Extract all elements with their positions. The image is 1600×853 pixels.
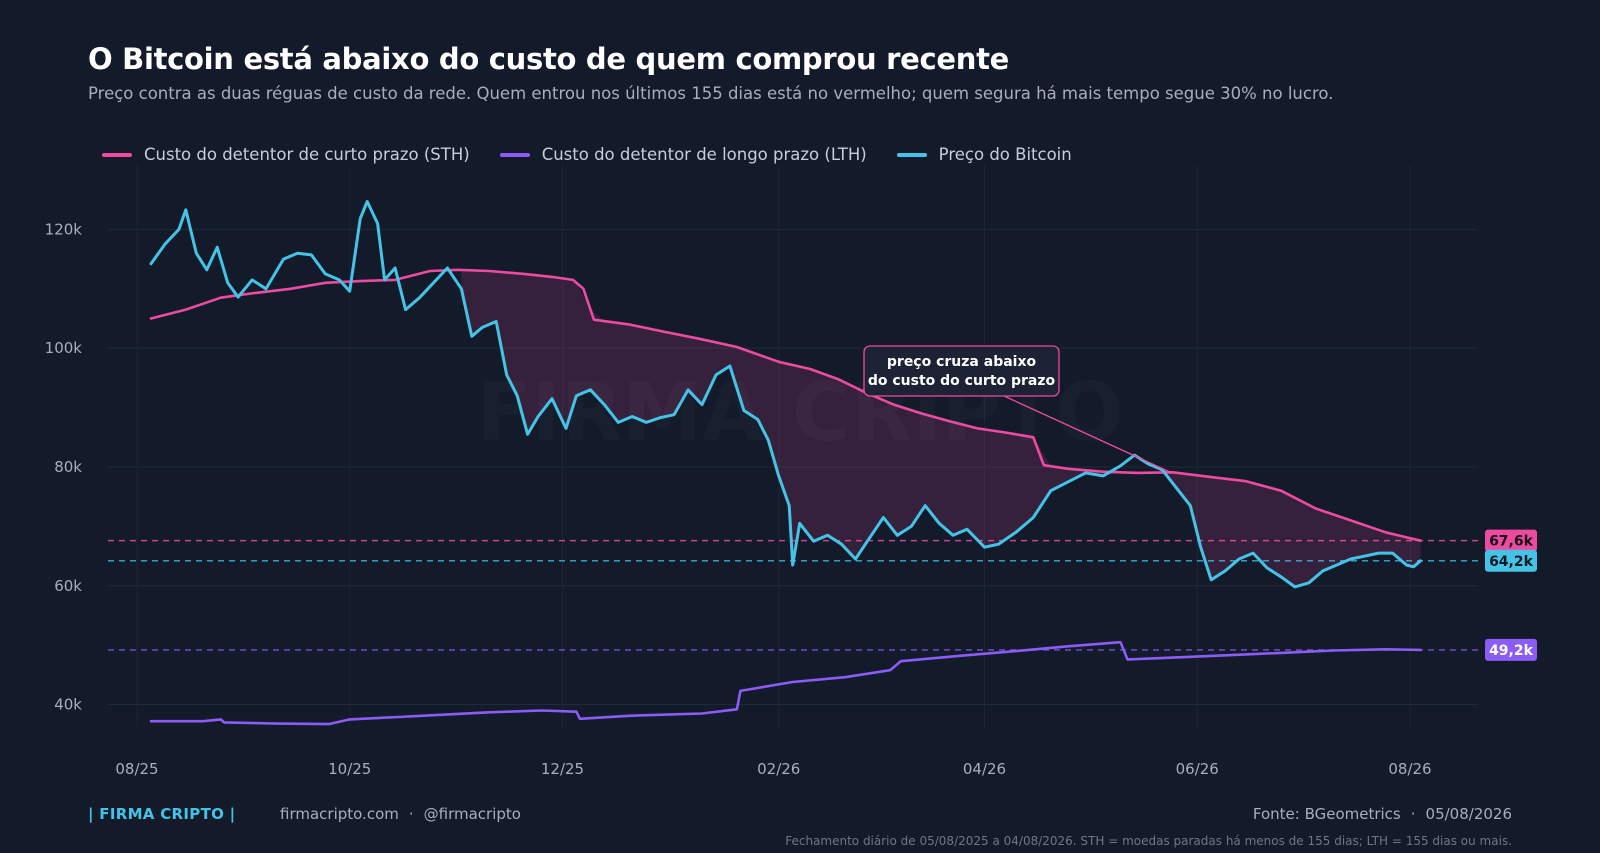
x-tick-label: 10/25 (328, 760, 371, 778)
x-tick-label: 08/26 (1388, 760, 1431, 778)
gap-fill (461, 269, 1421, 587)
value-badge-label-1: 64,2k (1489, 554, 1534, 570)
series-lines (149, 200, 1422, 726)
y-tick-label: 60k (54, 577, 82, 595)
legend-label-sth: Custo do detentor de curto prazo (STH) (144, 145, 470, 164)
annotation: preço cruza abaixo do custo do curto praz… (863, 345, 1170, 473)
footer-source-text: Fonte: BGeometrics (1252, 805, 1401, 823)
legend-label-price: Preço do Bitcoin (938, 145, 1072, 164)
value-badge-1 (1485, 549, 1537, 572)
y-tick-label: 80k (54, 458, 82, 476)
chart-title: O Bitcoin está abaixo do custo de quem c… (88, 42, 1010, 76)
annotation-text-line: preço cruza abaixo (887, 354, 1037, 370)
legend-swatch-sth (102, 152, 132, 157)
annotation-leader-line (1003, 395, 1170, 473)
x-tick-label: 08/25 (115, 760, 158, 778)
grid (108, 165, 1478, 727)
value-badges: 67,6k 64,2k 49,2k (1485, 529, 1537, 661)
x-tick-label: 06/26 (1176, 760, 1219, 778)
value-badge-label-2: 49,2k (1489, 643, 1534, 659)
chart-subtitle: Preço contra as duas réguas de custo da … (88, 84, 1334, 103)
y-tick-label: 120k (45, 220, 83, 238)
y-tick-label: 40k (54, 696, 82, 714)
legend-item-price: Preço do Bitcoin (896, 145, 1072, 164)
legend: Custo do detentor de curto prazo (STH) C… (102, 145, 1072, 164)
x-tick-label: 12/25 (541, 760, 584, 778)
price-line (149, 200, 1422, 589)
value-badge-2 (1485, 638, 1537, 661)
y-tick-label: 100k (45, 339, 83, 357)
sth-line (149, 268, 1422, 542)
y-axis: 40k 60k 80k 100k 120k (45, 220, 83, 713)
value-badge-label-0: 67,6k (1489, 534, 1534, 550)
value-badge-0 (1485, 529, 1537, 552)
x-tick-label: 04/26 (963, 760, 1006, 778)
legend-swatch-price (896, 152, 927, 157)
footer-links: firmacripto.com · @firmacripto (280, 805, 521, 823)
x-axis: 08/25 10/25 12/25 02/26 04/26 06/26 08/26 (115, 760, 1431, 778)
x-tick-label: 02/26 (757, 760, 800, 778)
legend-item-sth: Custo do detentor de curto prazo (STH) (102, 145, 470, 164)
footer-separator-2: · (1410, 805, 1416, 823)
footer-date: 05/08/2026 (1425, 805, 1512, 823)
annotation-box (863, 345, 1060, 397)
sth-gap-fill (461, 269, 1421, 587)
footer-brand: | FIRMA CRIPTO | (88, 805, 236, 823)
footnote: Fechamento diário de 05/08/2025 a 04/08/… (785, 834, 1512, 848)
legend-swatch-lth (499, 152, 530, 157)
lth-line (149, 640, 1422, 726)
legend-label-lth: Custo do detentor de longo prazo (LTH) (541, 145, 867, 164)
footer-separator: · (408, 805, 414, 823)
legend-item-lth: Custo do detentor de longo prazo (LTH) (499, 145, 867, 164)
annotation-text-line: do custo do curto prazo (868, 373, 1056, 389)
footer-site-link[interactable]: firmacripto.com (280, 805, 399, 823)
footer-handle-link[interactable]: @firmacripto (423, 805, 521, 823)
footer-source: Fonte: BGeometrics · 05/08/2026 (1253, 805, 1512, 823)
